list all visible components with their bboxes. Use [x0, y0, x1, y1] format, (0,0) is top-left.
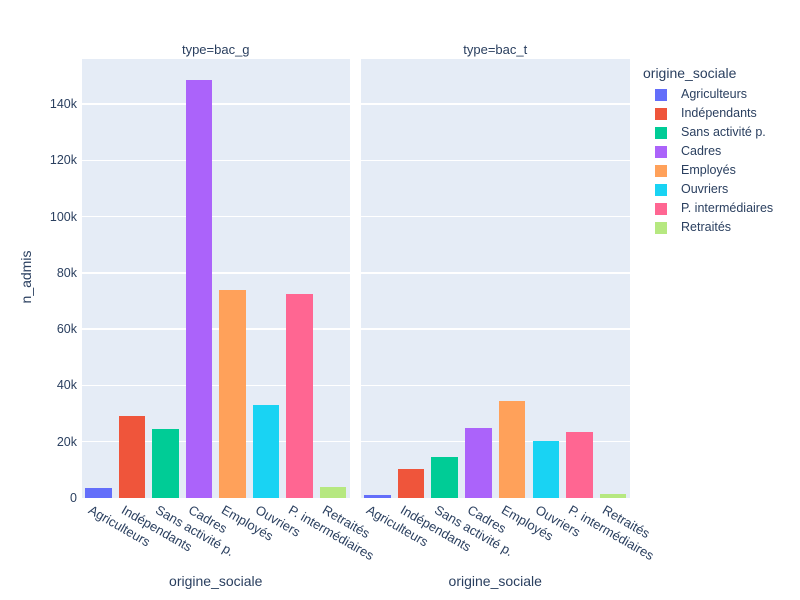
gridline-120k [360, 159, 630, 162]
bar-bac_g-cadres[interactable] [185, 80, 213, 498]
legend-swatch-p-interm-diaires [655, 202, 667, 215]
gridline-40k [360, 384, 630, 387]
legend-item-agriculteurs[interactable]: Agriculteurs [643, 85, 773, 104]
legend-swatch-employ-s [655, 164, 667, 177]
legend-label-retrait-s: Retraités [681, 220, 732, 234]
legend: origine_sociale Agriculteurs Indépendants… [643, 66, 773, 237]
legend-swatch-sans-activit-p [655, 126, 667, 139]
legend-swatch-ouvriers [655, 183, 667, 196]
facet-title-bac-t: type=bac_t [463, 42, 528, 57]
bar-bac_g-p-interm-diaires[interactable] [286, 293, 313, 498]
y-tick-label-140k: 140k [49, 97, 77, 112]
legend-title: origine_sociale [643, 65, 737, 81]
gridline-60k [82, 328, 350, 330]
gridline-20k [360, 440, 630, 443]
bar-bac_t-p-interm-diaires[interactable] [566, 432, 593, 498]
legend-swatch-retrait-s [655, 221, 667, 234]
facet-title-bac-g: type=bac_g [181, 42, 250, 57]
legend-item-ouvriers[interactable]: Ouvriers [643, 180, 773, 199]
plot-area-bac-g[interactable] [82, 59, 350, 498]
legend-swatch-cadres [655, 145, 667, 158]
legend-item-retrait-s[interactable]: Retraités [643, 218, 773, 237]
gridline-80k [82, 272, 350, 274]
gridline-20k [82, 440, 350, 443]
legend-label-agriculteurs: Agriculteurs [681, 87, 747, 101]
bar-bac_t-ouvriers[interactable] [532, 440, 560, 498]
bar-bac_g-ouvriers[interactable] [252, 404, 280, 498]
legend-swatch-agriculteurs [655, 88, 667, 101]
legend-label-sans-activit-p: Sans activité p. [681, 125, 766, 139]
legend-swatch-ind-pendants [655, 107, 667, 120]
gridline-140k [360, 103, 630, 105]
y-tick-label-20k: 20k [56, 434, 77, 449]
legend-item-employ-s[interactable]: Employés [643, 161, 773, 180]
bar-bac_g-employ-s[interactable] [219, 289, 246, 498]
gridline-40k [82, 384, 350, 387]
bar-bac_t-employ-s[interactable] [498, 400, 526, 498]
bar-bac_t-retrait-s[interactable] [599, 494, 627, 498]
legend-item-p-interm-diaires[interactable]: P. intermédiaires [643, 199, 773, 218]
y-tick-label-0: 0 [70, 491, 77, 505]
legend-label-ind-pendants: Indépendants [681, 106, 757, 120]
x-axis-title-right: origine_sociale [448, 573, 542, 589]
gridline-100k [82, 215, 350, 218]
gridline-60k [360, 328, 630, 330]
bar-bac_t-cadres[interactable] [465, 427, 492, 498]
gridline-120k [82, 159, 350, 162]
legend-item-cadres[interactable]: Cadres [643, 142, 773, 161]
legend-label-employ-s: Employés [681, 163, 736, 177]
gridline-100k [360, 215, 630, 218]
x-axis-title-left: origine_sociale [169, 573, 263, 589]
legend-label-p-interm-diaires: P. intermédiaires [681, 201, 774, 215]
bar-bac_g-sans-activit-p[interactable] [152, 428, 179, 498]
legend-item-ind-pendants[interactable]: Indépendants [643, 104, 773, 123]
bar-bac_t-sans-activit-p[interactable] [431, 457, 458, 498]
y-tick-label-80k: 80k [56, 265, 77, 280]
y-tick-label-60k: 60k [56, 322, 77, 337]
y-tick-label-40k: 40k [56, 378, 77, 393]
bar-bac_t-agriculteurs[interactable] [364, 494, 391, 498]
legend-items: Agriculteurs Indépendants Sans activité p.… [643, 85, 773, 237]
plot-area-bac-t[interactable] [360, 59, 630, 498]
bar-bac_g-retrait-s[interactable] [319, 487, 347, 498]
gridline-140k [82, 103, 350, 105]
y-tick-label-120k: 120k [49, 153, 77, 168]
bar-bac_g-agriculteurs[interactable] [85, 487, 112, 498]
legend-label-ouvriers: Ouvriers [681, 182, 729, 196]
bar-bac_t-ind-pendants[interactable] [397, 468, 425, 498]
y-tick-label-100k: 100k [49, 209, 77, 224]
legend-label-cadres: Cadres [681, 144, 722, 158]
gridline-80k [360, 272, 630, 274]
bar-bac_g-ind-pendants[interactable] [118, 416, 146, 498]
legend-item-sans-activit-p[interactable]: Sans activité p. [643, 123, 773, 142]
